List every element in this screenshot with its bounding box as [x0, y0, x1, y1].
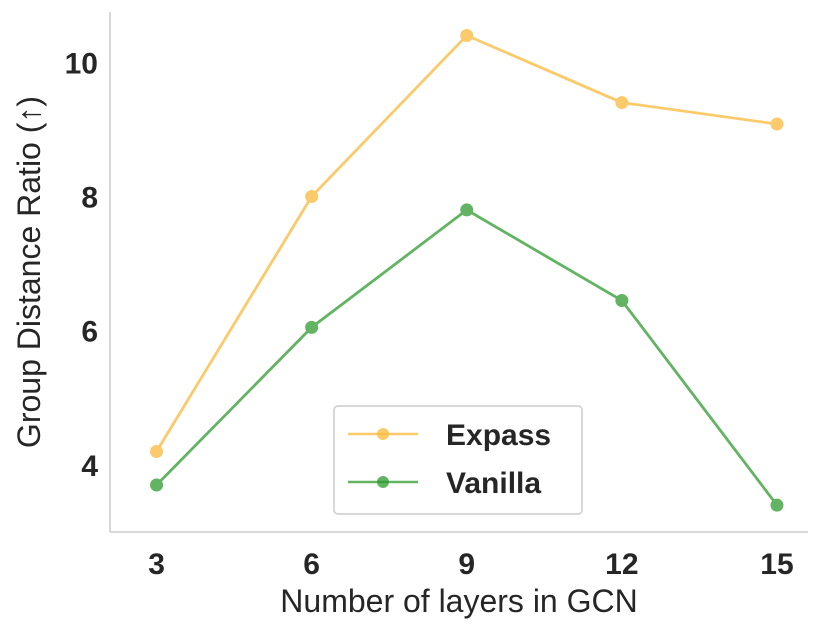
- legend-label-vanilla: Vanilla: [446, 467, 541, 500]
- data-point-vanilla: [460, 203, 474, 217]
- legend-label-expass: Expass: [446, 419, 551, 452]
- series-vanilla: [150, 203, 784, 512]
- data-point-vanilla: [305, 320, 319, 334]
- data-point-expass: [460, 28, 474, 42]
- series-expass: [150, 28, 784, 458]
- data-point-expass: [150, 444, 164, 458]
- x-tick-label: 9: [458, 548, 475, 581]
- x-tick-label: 15: [760, 548, 793, 581]
- x-axis-label: Number of layers in GCN: [280, 583, 637, 619]
- y-tick-label: 10: [65, 47, 98, 80]
- data-point-vanilla: [770, 498, 784, 512]
- axes: [109, 12, 808, 533]
- x-tick-labels: 3 6 9 12 15: [148, 548, 793, 581]
- y-axis-label: Group Distance Ratio (↑): [11, 96, 47, 448]
- x-tick-label: 3: [148, 548, 165, 581]
- data-point-vanilla: [615, 294, 629, 308]
- data-point-expass: [305, 190, 319, 204]
- x-tick-label: 6: [303, 548, 320, 581]
- series-layer: [150, 28, 784, 512]
- legend: Expass Vanilla: [333, 405, 583, 515]
- y-tick-label: 8: [81, 182, 98, 215]
- x-tick-label: 12: [605, 548, 638, 581]
- y-tick-labels: 4 6 8 10: [65, 47, 99, 483]
- legend-marker-vanilla: [377, 476, 389, 488]
- data-point-expass: [770, 117, 784, 131]
- legend-marker-expass: [377, 428, 389, 440]
- data-point-vanilla: [150, 478, 164, 492]
- y-tick-label: 6: [81, 316, 98, 349]
- y-tick-label: 4: [81, 450, 98, 483]
- data-point-expass: [615, 96, 629, 110]
